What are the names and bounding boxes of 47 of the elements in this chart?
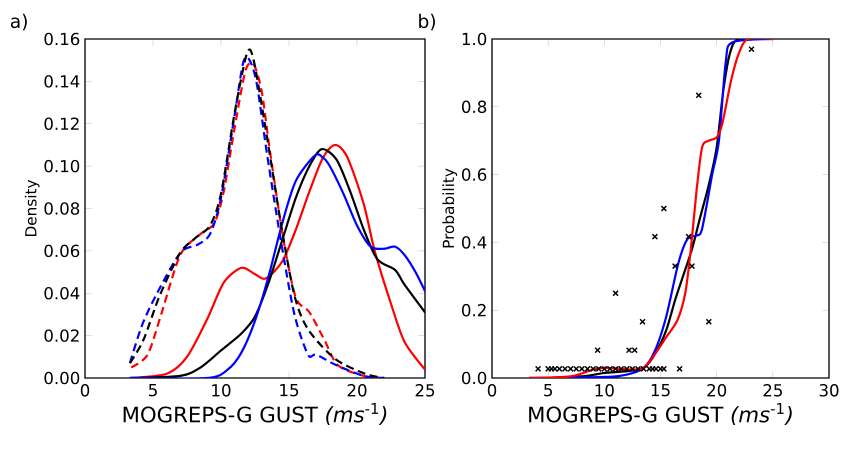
point xyxy=(676,366,683,372)
x-tick-label: 20 xyxy=(707,384,726,397)
y-tick-label: 0.14 xyxy=(44,75,80,88)
y-tick-label: 0.8 xyxy=(462,100,486,114)
x-tick-label: 5 xyxy=(148,384,157,396)
x-tick-label: 10 xyxy=(596,384,614,397)
y-axis-title: Probability xyxy=(442,168,458,248)
y-tick-label: 0.00 xyxy=(44,372,80,384)
x-tick-label: 25 xyxy=(416,384,434,397)
x-tick-label: 15 xyxy=(280,384,298,396)
y-tick-label: 0.2 xyxy=(462,304,486,316)
y-tick-label: 0.06 xyxy=(44,244,80,258)
point xyxy=(672,262,678,270)
y-tick-label: 0.12 xyxy=(44,117,79,130)
x-tick-label: 15 xyxy=(652,384,670,396)
x-tick-label: 10 xyxy=(212,384,230,397)
point xyxy=(748,46,755,52)
y-tick-label: 0.16 xyxy=(44,32,80,46)
point xyxy=(706,318,712,325)
x-tick-label: 5 xyxy=(544,384,552,396)
y-tick-label: 0.10 xyxy=(44,160,80,172)
point xyxy=(685,233,692,240)
x-tick-label: 25 xyxy=(763,384,782,397)
x-tick-label: 0 xyxy=(488,384,496,397)
y-tick-label: 0.4 xyxy=(462,236,486,249)
chart-title: b) xyxy=(419,14,435,30)
point xyxy=(660,205,668,212)
y-axis-title: Density xyxy=(24,180,40,236)
x-tick-label: 30 xyxy=(820,384,838,397)
point xyxy=(652,233,658,240)
point xyxy=(696,92,702,98)
y-tick-label: 0.08 xyxy=(44,202,80,215)
point xyxy=(639,318,646,325)
point xyxy=(612,290,619,296)
point xyxy=(594,347,601,354)
point xyxy=(688,262,696,270)
y-tick-label: 0.0 xyxy=(462,372,486,384)
point xyxy=(534,366,542,372)
y-tick-label: 0.02 xyxy=(44,329,79,342)
chart-title: a) xyxy=(10,14,27,30)
x-axis-title: MOGREPS-G GUST (ms$^{-1}$) xyxy=(124,403,386,426)
x-tick-label: 20 xyxy=(348,384,366,397)
y-tick-label: 0.04 xyxy=(44,286,80,300)
y-tick-label: 0.6 xyxy=(462,168,486,181)
y-tick-label: 1.0 xyxy=(462,32,486,46)
x-tick-label: 0 xyxy=(80,384,90,397)
x-axis-title: MOGREPS-G GUST (ms$^{-1}$) xyxy=(529,403,792,426)
